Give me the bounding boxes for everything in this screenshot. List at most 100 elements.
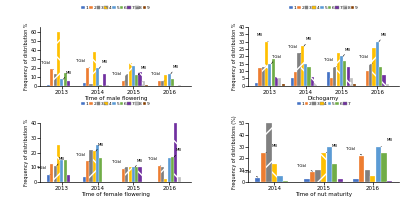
Text: TGbl: TGbl <box>37 166 50 175</box>
Bar <box>326 147 332 182</box>
X-axis label: Dichogamy: Dichogamy <box>308 96 339 101</box>
Bar <box>304 180 310 182</box>
Bar <box>261 153 266 182</box>
Bar <box>353 180 358 182</box>
Text: MB: MB <box>57 157 65 166</box>
Y-axis label: Frequency of distribution %: Frequency of distribution % <box>24 119 29 186</box>
Text: TGbl: TGbl <box>112 72 125 81</box>
X-axis label: Time of nut maturity: Time of nut maturity <box>295 192 352 197</box>
Bar <box>63 73 67 85</box>
Bar <box>142 81 145 85</box>
Text: MB: MB <box>135 159 143 167</box>
Text: TGbl: TGbl <box>76 59 89 68</box>
Bar <box>291 78 294 85</box>
Bar <box>50 69 53 85</box>
Legend: 1, 2, 3, 4, 5, 6, 7: 1, 2, 3, 4, 5, 6, 7 <box>296 101 351 107</box>
Y-axis label: Frequency of distribution %: Frequency of distribution % <box>232 23 237 90</box>
Y-axis label: Frequency of distribution %: Frequency of distribution % <box>24 23 29 90</box>
Bar <box>346 66 350 85</box>
Bar <box>266 124 271 182</box>
Text: TGbl: TGbl <box>297 164 313 171</box>
Bar <box>258 68 261 85</box>
Bar <box>369 64 372 85</box>
Bar <box>54 74 57 85</box>
Text: MB: MB <box>379 33 387 42</box>
Bar <box>255 83 258 85</box>
Y-axis label: Frequency of distributions (%): Frequency of distributions (%) <box>232 116 237 190</box>
Bar <box>96 69 99 85</box>
Text: TGbl: TGbl <box>359 55 372 64</box>
Bar <box>103 74 106 85</box>
Bar <box>125 167 128 182</box>
Text: TGbl: TGbl <box>112 160 125 169</box>
Bar <box>314 83 317 85</box>
Bar <box>158 81 161 85</box>
Bar <box>122 81 125 85</box>
Bar <box>135 167 138 182</box>
Bar <box>332 164 337 182</box>
Bar <box>67 175 70 182</box>
Bar <box>125 74 128 85</box>
Bar <box>315 170 321 182</box>
Bar <box>268 64 271 85</box>
Text: MB: MB <box>96 143 104 151</box>
Bar <box>60 160 63 182</box>
Text: MB: MB <box>257 33 268 42</box>
Bar <box>366 71 369 85</box>
Bar <box>168 74 171 85</box>
Bar <box>132 167 135 182</box>
Bar <box>340 56 343 85</box>
Bar <box>301 46 304 85</box>
Bar <box>275 77 278 85</box>
Text: MB: MB <box>174 148 182 157</box>
Bar <box>168 158 171 182</box>
Bar <box>308 66 310 85</box>
Bar <box>343 61 346 85</box>
Bar <box>57 145 60 182</box>
Bar <box>386 84 389 85</box>
Bar <box>122 169 125 182</box>
Bar <box>278 78 282 85</box>
Text: MB: MB <box>381 138 392 147</box>
Bar <box>178 177 181 182</box>
Text: TGbl: TGbl <box>242 170 258 177</box>
Bar <box>365 170 370 182</box>
Bar <box>311 77 314 85</box>
Text: TGbl: TGbl <box>148 157 161 166</box>
Bar <box>383 75 385 85</box>
Legend: 1, 2, 3, 4, 5, 6, 7, 8, 9: 1, 2, 3, 4, 5, 6, 7, 8, 9 <box>81 5 150 11</box>
Bar <box>376 147 381 182</box>
Text: TGbl: TGbl <box>151 72 164 81</box>
Text: MB: MB <box>266 144 277 153</box>
Bar <box>67 81 70 85</box>
Bar <box>171 79 174 85</box>
Bar <box>387 181 392 182</box>
Bar <box>294 72 297 85</box>
Text: TGbl: TGbl <box>41 61 53 69</box>
Bar <box>350 78 353 85</box>
Bar <box>86 161 89 182</box>
Bar <box>327 72 330 85</box>
Bar <box>330 78 333 85</box>
X-axis label: Time of female flowering: Time of female flowering <box>81 192 150 197</box>
Bar <box>174 124 177 182</box>
Bar <box>50 164 53 182</box>
Bar <box>376 42 379 85</box>
Bar <box>298 54 301 85</box>
Legend: 1, 2, 3, 4, 5, 6, 7, 8, 9: 1, 2, 3, 4, 5, 6, 7, 8, 9 <box>81 101 150 107</box>
Bar <box>158 166 161 182</box>
Bar <box>138 72 142 85</box>
Bar <box>336 54 340 85</box>
Bar <box>86 68 89 85</box>
Bar <box>304 64 307 85</box>
Bar <box>370 176 375 182</box>
Bar <box>164 75 168 85</box>
Bar <box>277 176 283 182</box>
Bar <box>373 48 376 85</box>
Bar <box>60 79 63 85</box>
Bar <box>83 83 86 85</box>
Bar <box>89 150 93 182</box>
Bar <box>255 178 260 182</box>
Text: MB: MB <box>171 65 179 74</box>
Bar <box>161 81 164 85</box>
